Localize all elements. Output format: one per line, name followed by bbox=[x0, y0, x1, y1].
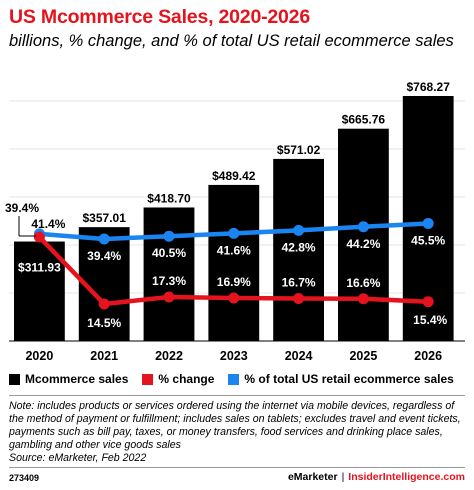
x-tick-label: 2021 bbox=[90, 349, 118, 363]
brand-emarketer: eMarketer bbox=[287, 471, 338, 483]
share-point bbox=[228, 227, 240, 239]
bar bbox=[273, 158, 324, 341]
x-tick-label: 2022 bbox=[155, 349, 183, 363]
bar bbox=[143, 207, 195, 341]
change-value-label: 16.9% bbox=[217, 275, 251, 289]
change-point bbox=[357, 293, 369, 305]
legend-item-change: % change bbox=[142, 372, 214, 386]
legend-item-share: % of total US retail ecommerce sales bbox=[228, 372, 454, 386]
share-point bbox=[98, 233, 110, 245]
legend-label-share: % of total US retail ecommerce sales bbox=[244, 372, 454, 386]
change-point bbox=[228, 292, 240, 304]
change-value-label: 16.6% bbox=[346, 276, 380, 290]
bar-value-label: $768.27 bbox=[407, 80, 451, 94]
bar-value-label: $665.76 bbox=[342, 113, 386, 127]
share-value-label: 41.6% bbox=[217, 243, 251, 257]
bar bbox=[338, 128, 389, 341]
bar-value-label: $571.02 bbox=[277, 143, 321, 157]
brand-insider: InsiderIntelligence.com bbox=[348, 471, 465, 483]
x-tick-label: 2025 bbox=[349, 349, 377, 363]
change-value-label: 16.7% bbox=[282, 276, 316, 290]
chart-id: 273409 bbox=[9, 473, 40, 483]
divider-bottom bbox=[9, 467, 465, 468]
change-point bbox=[163, 291, 175, 303]
x-tick-label: 2020 bbox=[25, 349, 53, 363]
legend-item-bars: Mcommerce sales bbox=[9, 372, 128, 386]
legend-swatch-change bbox=[142, 373, 154, 385]
chart: $311.93 $357.01 $418.70 $489.42 $571.02 $665.… bbox=[5, 80, 465, 363]
brand-separator: | bbox=[341, 471, 345, 483]
footer-brand: eMarketer | InsiderIntelligence.com bbox=[288, 471, 465, 483]
share-point bbox=[163, 230, 175, 242]
change-value-label: 15.4% bbox=[413, 313, 447, 327]
bar-value-label: $489.42 bbox=[212, 169, 256, 183]
share-value-label: 45.5% bbox=[411, 233, 445, 247]
change-point bbox=[98, 298, 110, 310]
change-value-label: 14.5% bbox=[87, 316, 121, 330]
change-value-label: 17.3% bbox=[152, 274, 186, 288]
share-value-label: 40.5% bbox=[152, 246, 186, 260]
chart-title: US Mcommerce Sales, 2020-2026 bbox=[9, 6, 310, 28]
bar-value-label: $357.01 bbox=[83, 211, 127, 225]
share-value-label: 39.4% bbox=[87, 249, 121, 263]
legend: Mcommerce sales % change % of total US r… bbox=[9, 372, 468, 386]
bar-value-label: $418.70 bbox=[147, 191, 191, 205]
change-value-label: 39.4% bbox=[5, 201, 39, 215]
share-value-label: 44.2% bbox=[346, 237, 380, 251]
divider-top bbox=[9, 395, 465, 396]
chart-subtitle: billions, % change, and % of total US re… bbox=[9, 32, 454, 50]
share-value-label: 41.4% bbox=[31, 217, 65, 231]
legend-swatch-share bbox=[228, 373, 240, 385]
bar bbox=[14, 241, 65, 341]
note-block: Note: includes products or services orde… bbox=[9, 400, 467, 465]
share-point bbox=[293, 224, 305, 236]
change-point bbox=[33, 231, 45, 243]
legend-swatch-bars bbox=[9, 373, 20, 385]
change-point bbox=[422, 296, 434, 308]
change-point bbox=[293, 293, 305, 304]
bar-value-label: $311.93 bbox=[18, 261, 61, 275]
share-value-label: 42.8% bbox=[282, 240, 316, 254]
note-text: Note: includes products or services orde… bbox=[9, 400, 461, 451]
share-point bbox=[422, 217, 434, 229]
legend-label-change: % change bbox=[158, 372, 215, 386]
x-tick-label: 2024 bbox=[285, 349, 313, 363]
bar bbox=[208, 184, 260, 341]
share-point bbox=[357, 221, 369, 233]
x-tick-label: 2026 bbox=[414, 349, 442, 363]
x-tick-label: 2023 bbox=[220, 349, 248, 363]
source-text: Source: eMarketer, Feb 2022 bbox=[9, 452, 147, 464]
legend-label-bars: Mcommerce sales bbox=[25, 372, 129, 386]
